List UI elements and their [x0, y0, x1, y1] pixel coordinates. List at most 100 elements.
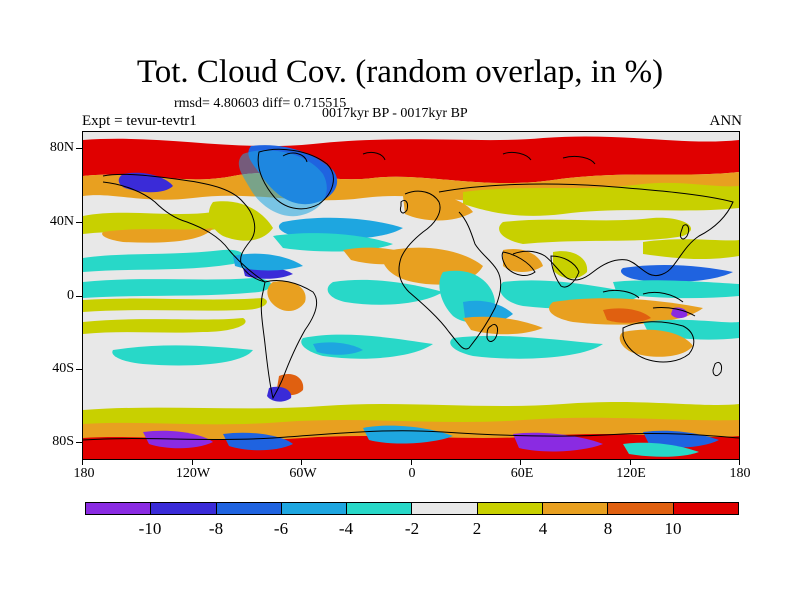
siberia-yellow	[463, 182, 739, 216]
colorbar-box-9	[608, 503, 674, 514]
europe-africa-coast	[398, 190, 502, 350]
s-atlantic-blue	[313, 342, 363, 355]
lat-tick-0	[76, 296, 82, 297]
cloud-cover-map	[82, 131, 740, 460]
west-pacific-blue	[620, 265, 733, 282]
lon-label-180w: 180	[73, 466, 95, 481]
maritime-purple	[671, 307, 688, 319]
india-coast	[550, 255, 580, 288]
lon-label-60e: 60E	[510, 466, 534, 481]
lon-label-120e: 120E	[616, 466, 646, 481]
colorbar-label-6: 2	[472, 519, 482, 538]
asia-yellow-midlat	[499, 217, 692, 244]
colorbar-label-3: -6	[273, 519, 289, 538]
colorbar-label-5: -2	[404, 519, 420, 538]
north-america-coast	[102, 173, 266, 283]
s-indian-cyan	[450, 335, 603, 359]
map-canvas	[83, 132, 739, 459]
colorbar-label-7: 4	[538, 519, 548, 538]
lat-label-80s: 80S	[52, 434, 74, 449]
north-america-mixed-yellow	[208, 201, 273, 241]
s-pacific-cyan-band	[112, 345, 253, 366]
lon-label-60w: 60W	[289, 466, 317, 481]
lat-tick-80n	[76, 148, 82, 149]
antarctic-blue-west	[223, 432, 293, 451]
colorbar-box-1	[86, 503, 152, 514]
madagascar-coast	[486, 323, 498, 342]
lat-tick-80s	[76, 442, 82, 443]
australia-orange	[619, 329, 693, 357]
maritime-red	[603, 308, 651, 323]
colorbar-label-8: 8	[603, 519, 613, 538]
south-pacific-yellow	[83, 318, 246, 334]
south-america-coast	[260, 279, 318, 400]
lat-tick-40s	[76, 369, 82, 370]
antarctic-cyan-east	[623, 442, 699, 457]
n-pacific-cyan-band	[83, 249, 244, 272]
colorbar-box-7	[477, 503, 544, 514]
new-zealand-coast	[712, 361, 722, 377]
lat-label-40s: 40S	[52, 361, 74, 376]
pacific-north-purple	[118, 172, 173, 193]
north-midlat-anomalies	[83, 193, 739, 285]
west-pacific-cyan	[613, 280, 739, 299]
colorbar	[85, 502, 739, 515]
lon-tick-120e	[630, 460, 631, 465]
colorbar-box-2	[151, 503, 217, 514]
period-label: 0017kyr BP - 0017kyr BP	[322, 106, 468, 121]
tropical-pacific-cyan	[83, 278, 272, 298]
colorbar-box-6	[412, 503, 478, 514]
plot-title: Tot. Cloud Cov. (random overlap, in %)	[136, 54, 664, 90]
colorbar-label-4: -4	[338, 519, 354, 538]
antarctica-coast	[83, 430, 739, 441]
colorbar-label-1: -10	[138, 519, 162, 538]
colorbar-label-2: -8	[208, 519, 224, 538]
greenland-cyan	[238, 150, 327, 217]
asia-coast	[438, 183, 734, 281]
colorbar-box-10	[673, 503, 738, 514]
atlantic-tropical-cyan	[327, 279, 443, 305]
lon-label-0: 0	[408, 466, 416, 481]
colorbar-box-3	[216, 503, 282, 514]
experiment-label: Expt = tevur-tevtr1	[82, 113, 197, 129]
south-midlat-anomalies	[112, 316, 693, 402]
arabia-coast	[501, 251, 536, 276]
australia-coast	[622, 321, 695, 363]
antarctic-cyan-mid	[363, 425, 453, 444]
lat-tick-40n	[76, 222, 82, 223]
season-label: ANN	[709, 113, 743, 129]
arctic-anomaly-band	[83, 136, 739, 252]
lat-label-40n: 40N	[49, 214, 74, 229]
colorbar-box-8	[543, 503, 609, 514]
greenland-coast	[257, 148, 334, 210]
lat-label-80n: 80N	[49, 140, 74, 155]
antarctic-purple-east	[513, 432, 603, 452]
lon-tick-180e	[739, 460, 740, 465]
europe-orange	[403, 193, 473, 221]
lat-label-0: 0	[67, 288, 74, 303]
lon-tick-120w	[192, 460, 193, 465]
lon-label-120w: 120W	[175, 466, 211, 481]
tropical-pacific-yellow	[83, 298, 267, 312]
maritime-islands-coast	[602, 289, 696, 317]
lon-tick-60w	[301, 460, 302, 465]
n-pacific-east-yellow	[643, 239, 739, 260]
coastlines	[83, 148, 739, 441]
central-america-cyan	[233, 253, 303, 271]
colorbar-box-4	[281, 503, 348, 514]
amazon-orange	[267, 281, 306, 311]
uk-coast	[400, 199, 408, 214]
n-pacific-orange	[102, 228, 213, 243]
s-pacific-orange-patch	[463, 316, 543, 335]
colorbar-label-9: 10	[664, 519, 682, 538]
n-pacific-yellow	[83, 211, 234, 234]
n-atlantic-teal	[273, 233, 393, 252]
lon-tick-60e	[520, 460, 521, 465]
colorbar-box-5	[347, 503, 413, 514]
lon-tick-180w	[82, 460, 83, 465]
lon-label-180e: 180	[729, 466, 751, 481]
arctic-islands-coast	[282, 151, 596, 165]
lon-tick-0	[411, 460, 412, 465]
rmsd-diff-stats: rmsd= 4.80603 diff= 0.715515	[174, 96, 347, 111]
japan-coast	[680, 224, 690, 240]
